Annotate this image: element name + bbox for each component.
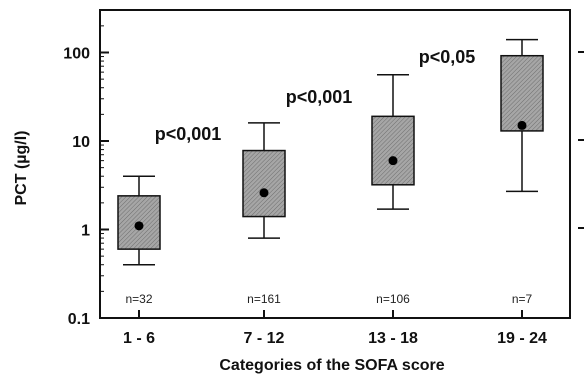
- median-point: [134, 221, 144, 231]
- right-edge-marks: [578, 51, 584, 229]
- y-axis-title: PCT (µg/l): [13, 131, 30, 206]
- x-tick-label: 19 - 24: [497, 330, 547, 347]
- n-label: n=7: [512, 292, 533, 306]
- p-value-annotation: p<0,001: [286, 87, 353, 107]
- n-label: n=106: [376, 292, 410, 306]
- y-tick-label: 100: [63, 46, 90, 63]
- plot-frame: [99, 9, 571, 319]
- p-value-annotation: p<0,05: [419, 47, 476, 67]
- y-tick-label: 0.1: [68, 311, 90, 328]
- n-label: n=161: [247, 292, 281, 306]
- chart-marks: 0.1 1 10 100 1 - 6 7 - 12 13 - 18 19 - 24 n=32 n=…: [63, 25, 547, 347]
- y-tick-label: 1: [81, 223, 90, 240]
- x-tick-label: 13 - 18: [368, 330, 418, 347]
- box-iqr: [371, 115, 415, 186]
- n-label: n=32: [125, 292, 152, 306]
- x-tick-label: 1 - 6: [123, 330, 155, 347]
- median-point: [388, 156, 398, 166]
- x-axis-title: Categories of the SOFA score: [219, 357, 444, 374]
- p-value-annotation: p<0,001: [155, 124, 222, 144]
- median-point: [259, 188, 269, 198]
- box-iqr: [242, 149, 286, 218]
- median-point: [517, 120, 527, 130]
- y-tick-label: 10: [72, 134, 90, 151]
- x-tick-label: 7 - 12: [244, 330, 285, 347]
- box-iqr: [500, 54, 544, 132]
